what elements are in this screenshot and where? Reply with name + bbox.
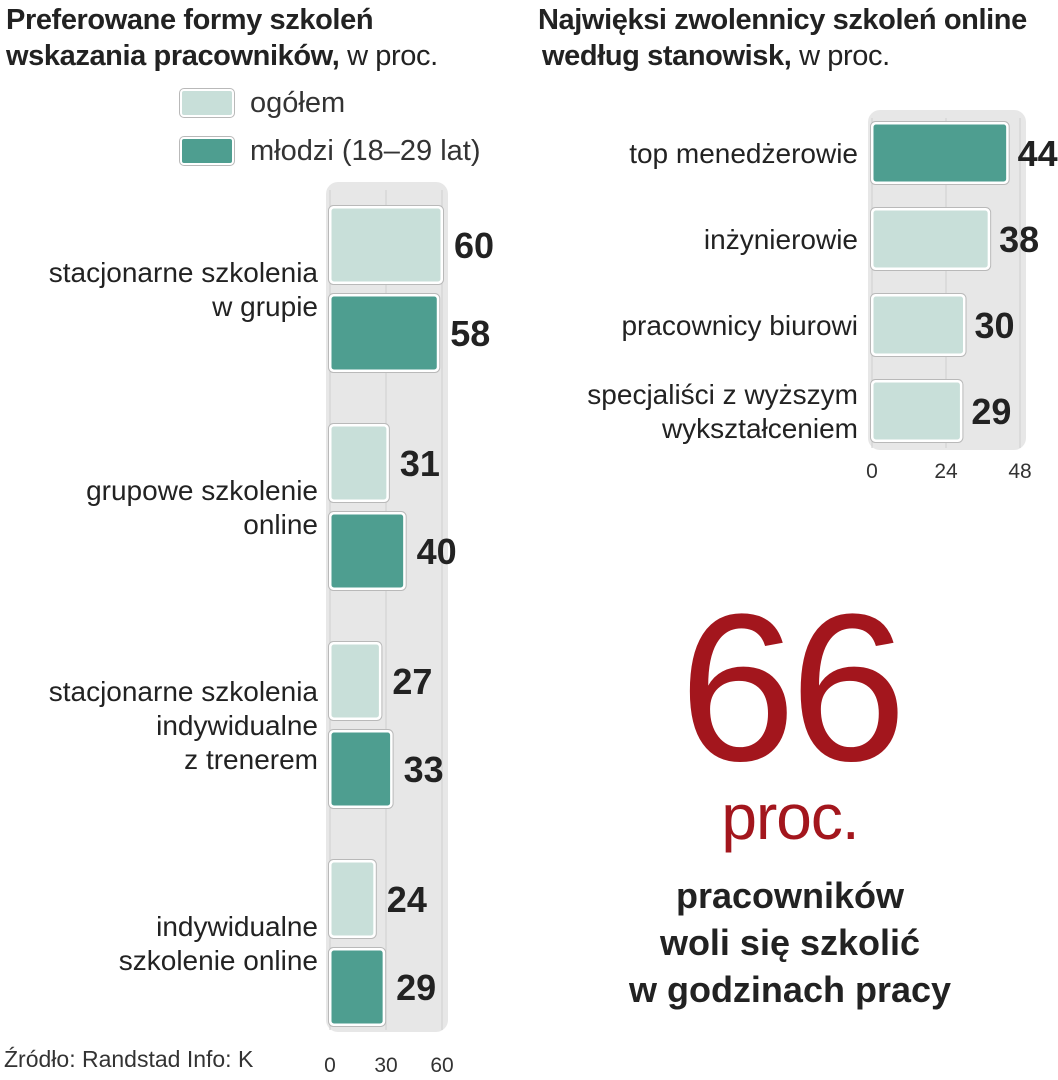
right-chart-bar (870, 379, 963, 443)
left-chart-bar-young-outline (328, 729, 394, 809)
left-chart-value-label: 24 (387, 879, 427, 920)
left-chart-category-label-line: stacjonarne szkolenia (49, 257, 319, 288)
left-chart-category-label: stacjonarne szkolenia w grupie (49, 257, 319, 322)
right-chart-category-label-line: pracownicy biurowi (621, 310, 858, 341)
left-chart-title-line2: wskazania pracowników, w proc. (6, 38, 438, 74)
legend-label-young: młodzi (18–29 lat) (250, 135, 481, 167)
right-chart-category-label-line: specjaliści z wyższym (587, 379, 858, 410)
highlight-description-line: pracowników (675, 875, 905, 916)
legend-swatch-overall (180, 89, 234, 117)
left-chart-value-label: 60 (454, 225, 494, 266)
right-chart-bar (870, 207, 991, 271)
left-chart-bar-young-outline (328, 293, 441, 373)
left-chart-bar-young (328, 293, 440, 373)
left-chart-value-label: 27 (392, 661, 432, 702)
left-chart-tick-label: 0 (324, 1054, 336, 1077)
right-chart-bar-outline (870, 207, 992, 271)
right-chart-category-label: inżynierowie (704, 224, 858, 255)
highlight-number: 66 (679, 570, 907, 805)
left-chart-value-label: 33 (404, 749, 444, 790)
legend-label-overall: ogółem (250, 87, 346, 119)
left-chart-category-label: grupowe szkolenie online (86, 475, 318, 540)
left-chart-tick-label: 60 (430, 1054, 453, 1077)
right-chart-category-label-line: wykształceniem (661, 413, 858, 444)
right-chart-category-label: top menedżerowie (629, 138, 858, 169)
left-chart-title-line1: Preferowane formy szkoleń (6, 4, 374, 36)
highlight-unit: proc. (721, 781, 859, 853)
left-chart-bar-young (328, 729, 394, 809)
right-chart-bar (870, 293, 966, 357)
right-chart-category-label: pracownicy biurowi (621, 310, 858, 341)
right-chart-subtitle: według stanowisk, (542, 40, 792, 72)
right-chart-category-label: specjaliści z wyższym wykształceniem (587, 379, 858, 444)
left-chart-unit: w proc. (347, 40, 438, 72)
right-chart-title-line2: według stanowisk, w proc. (538, 38, 1027, 74)
left-chart-category-label-line: w grupie (211, 291, 318, 322)
left-chart-category-label: indywidualne szkolenie online (119, 911, 318, 976)
source-note: Źródło: Randstad Info: K (4, 1046, 254, 1072)
right-chart-bar-outline (870, 379, 964, 443)
right-chart-value-label: 38 (999, 219, 1039, 260)
left-chart-bar-overall (328, 205, 444, 285)
right-chart-tick-label: 0 (866, 460, 878, 483)
right-chart-category-label-line: inżynierowie (704, 224, 858, 255)
left-chart-bar-young-outline (328, 947, 387, 1027)
left-chart-category-label: stacjonarne szkolenia indywidualne z trene… (49, 676, 319, 775)
left-chart-bar-young-outline (328, 511, 407, 591)
left-chart-bar-young (328, 947, 386, 1027)
left-chart-category-label-line: indywidualne (156, 911, 318, 942)
left-chart-bar-young (328, 511, 407, 591)
left-chart-value-label: 58 (450, 313, 490, 354)
right-chart-value-label: 30 (975, 305, 1015, 346)
right-chart-title-line1: Najwięksi zwolennicy szkoleń online (538, 4, 1027, 36)
left-chart-bar-overall (328, 641, 382, 721)
highlight-description-line: w godzinach pracy (628, 969, 952, 1010)
right-chart-bar-outline (870, 293, 967, 357)
left-chart-category-label-line: szkolenie online (119, 945, 318, 976)
left-chart-bar-overall-outline (328, 641, 383, 721)
right-chart-tick-label: 48 (1008, 460, 1031, 483)
highlight-description-line: woli się szkolić (659, 922, 921, 963)
left-chart-category-label-line: stacjonarne szkolenia (49, 676, 319, 707)
right-chart-value-label: 44 (1018, 133, 1058, 174)
left-chart-category-label-line: grupowe szkolenie (86, 475, 318, 506)
right-chart-plot-background (868, 110, 1026, 450)
legend-swatch-young (180, 137, 234, 165)
left-chart-bar-overall (328, 423, 390, 503)
highlight-description: pracowników woli się szkolić w godzinach… (560, 872, 1020, 1013)
left-chart-category-label-line: z trenerem (184, 744, 318, 775)
right-chart-title: Najwięksi zwolennicy szkoleń online wedł… (538, 2, 1027, 74)
right-chart-unit: w proc. (799, 40, 890, 72)
left-chart-value-label: 31 (400, 443, 440, 484)
left-chart-bar-overall (328, 859, 377, 939)
right-chart-category-label-line: top menedżerowie (629, 138, 858, 169)
left-chart-value-label: 29 (396, 967, 436, 1008)
right-chart-value-label: 29 (971, 391, 1011, 432)
left-chart-bar-overall-outline (328, 859, 377, 939)
left-chart-subtitle: wskazania pracowników, (6, 40, 340, 72)
left-chart-bar-overall-outline (328, 205, 444, 285)
left-chart-tick-label: 30 (374, 1054, 397, 1077)
right-chart-bar-outline (870, 121, 1010, 185)
left-chart-value-label: 40 (417, 531, 457, 572)
right-chart-tick-label: 24 (934, 460, 958, 483)
right-chart-bar (870, 121, 1010, 185)
left-chart-plot-background (326, 182, 448, 1032)
left-chart-category-label-line: indywidualne (156, 710, 318, 741)
left-chart-bar-overall-outline (328, 423, 390, 503)
left-chart-title: Preferowane formy szkoleń wskazania prac… (6, 2, 438, 74)
left-chart-category-label-line: online (243, 509, 318, 540)
